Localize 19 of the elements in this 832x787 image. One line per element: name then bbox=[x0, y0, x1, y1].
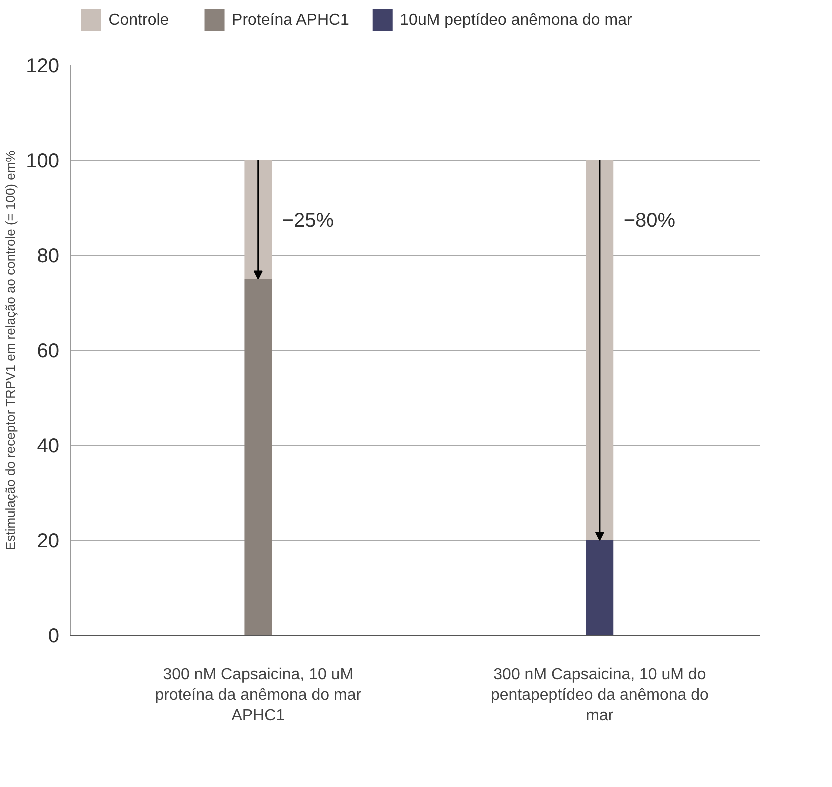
x-tick-label: 300 nM Capsaicina, 10 uM do pentapeptídeo da anêmona do mar bbox=[490, 666, 710, 724]
legend-label: Controle bbox=[108, 12, 170, 29]
annotation: −80% bbox=[624, 210, 676, 232]
y-tick-label: 20 bbox=[37, 530, 60, 552]
bar bbox=[586, 540, 614, 636]
y-tick-label: 80 bbox=[37, 246, 60, 268]
bar bbox=[586, 160, 614, 540]
bar bbox=[244, 160, 272, 280]
y-tick-label: 40 bbox=[37, 436, 60, 458]
annotation: −25% bbox=[282, 210, 334, 232]
legend-label: 10uM peptídeo anêmona do mar bbox=[400, 12, 633, 29]
x-tick-label: 300 nM Capsaicina, 10 uM proteína da anêmona do mar APHC1 bbox=[155, 666, 362, 724]
bar bbox=[244, 279, 272, 636]
y-axis-title: Estimulação do receptor TRPV1 em relação ao controle (= 100) em% bbox=[3, 150, 18, 550]
legend-label: Proteína APHC1 bbox=[232, 12, 350, 29]
y-tick-label: 0 bbox=[48, 626, 60, 648]
y-tick-label: 100 bbox=[26, 150, 60, 172]
y-tick-label: 120 bbox=[26, 56, 60, 78]
y-tick-label: 60 bbox=[37, 340, 60, 362]
